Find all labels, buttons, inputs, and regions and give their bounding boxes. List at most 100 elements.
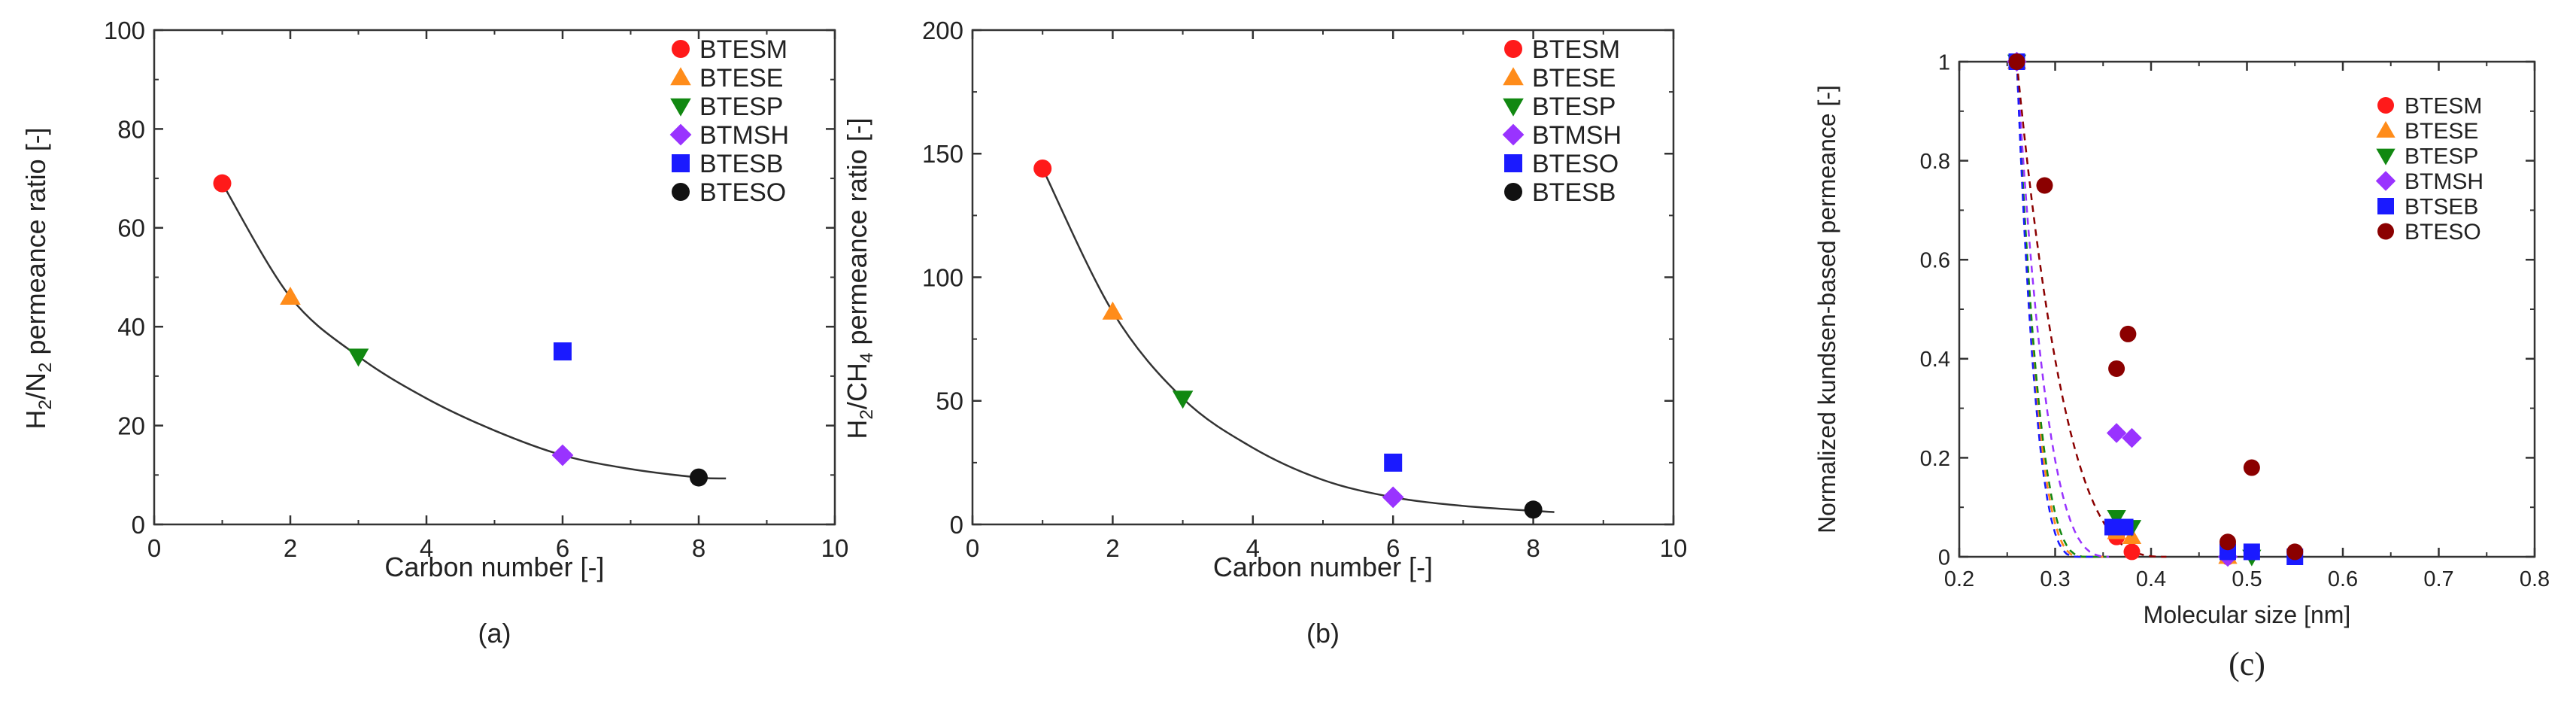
fit-curves (221, 183, 727, 480)
data-point-btseb (2104, 518, 2121, 536)
data-point-bteso (2036, 177, 2053, 194)
legend-marker-btesm (1504, 40, 1522, 58)
y-axis-label-part: permeance ratio [-] (20, 127, 51, 362)
x-tick-label: 8 (1526, 534, 1540, 562)
legend-label-btmsh: BTMSH (699, 121, 789, 150)
x-tick-label: 0 (147, 534, 161, 562)
x-tick-label: 6 (556, 534, 569, 562)
legend-label-btese: BTESE (2405, 119, 2478, 144)
fit-curve (1042, 168, 1555, 513)
legend-marker-btesp (1503, 98, 1524, 117)
legend-marker-btesm (2377, 97, 2394, 114)
fit-curve-btmsh (2016, 61, 2109, 558)
y-tick-label: 80 (117, 115, 145, 143)
x-tick-label: 0.8 (2520, 567, 2550, 591)
x-tick-label: 4 (420, 534, 433, 562)
data-points (2007, 51, 2304, 567)
legend-marker-btese (2376, 120, 2395, 138)
y-tick-label: 100 (104, 17, 145, 44)
x-tick-label: 0.6 (2328, 567, 2358, 591)
panel-label: (a) (478, 618, 511, 649)
y-tick-label: 60 (117, 214, 145, 242)
data-point-bteso (2108, 360, 2125, 377)
legend-label-btmsh: BTMSH (2405, 169, 2483, 194)
x-tick-label: 0.2 (1944, 567, 1974, 591)
x-tick-label: 8 (692, 534, 705, 562)
data-point-bteso (2119, 325, 2137, 342)
legend-marker-btesb (1504, 183, 1522, 201)
legend-label-btesm: BTESM (1532, 35, 1620, 64)
x-tick-label: 0.5 (2232, 567, 2262, 591)
legend-marker-btese (670, 67, 691, 86)
legend-label-btesp: BTESP (699, 93, 783, 121)
y-tick-label: 100 (922, 263, 963, 291)
fit-curves (2016, 61, 2167, 558)
panel-label: (b) (1306, 618, 1340, 649)
fit-curve (221, 183, 727, 480)
legend-marker-btese (1503, 67, 1524, 86)
legend-label-btesm: BTESM (2405, 93, 2482, 118)
data-point-btese (1102, 301, 1124, 320)
legend-marker-bteso (1504, 154, 1522, 172)
fit-curve-btese (2016, 61, 2104, 558)
x-axis-label: Carbon number [-] (1213, 552, 1433, 582)
data-point-bteso (690, 468, 708, 487)
data-point-btmsh (551, 444, 574, 466)
fit-curves (1042, 168, 1555, 513)
chart-c: 0.2 0.3 0.4 0.5 0.6 0.7 0.800.20.40.60.81Molec… (1813, 50, 2550, 682)
data-point-btmsh (2106, 423, 2127, 443)
data-points (213, 174, 708, 487)
x-tick-label: 0 (966, 534, 979, 562)
x-axis-label: Molecular size [nm] (2144, 601, 2351, 628)
data-point-btseb (2116, 518, 2134, 536)
y-tick-label: 0 (132, 511, 145, 539)
panel-label: (c) (2229, 646, 2265, 682)
y-tick-label: 0.4 (1920, 348, 1950, 372)
data-point-bteso (2286, 543, 2304, 561)
legend-label-btesb: BTESB (1532, 178, 1616, 207)
data-point-btesp (2107, 510, 2126, 527)
y-tick-label: 0.2 (1920, 447, 1950, 471)
y-tick-label: 150 (922, 140, 963, 168)
y-axis-label: H2/CH4 permeance ratio [-] (842, 117, 877, 439)
legend-label-btese: BTESE (699, 64, 783, 93)
legend-marker-bteso (2377, 223, 2394, 240)
x-tick-label: 0.7 (2423, 567, 2453, 591)
y-axis-label-part: /CH (842, 363, 872, 409)
legend-label-btese: BTESE (1532, 64, 1616, 93)
y-axis-label-part: H (20, 410, 51, 430)
data-point-bteso (2219, 533, 2236, 551)
y-axis-label-part: 2 (857, 409, 877, 420)
legend-marker-btesm (672, 40, 690, 58)
y-tick-label: 0.6 (1920, 249, 1950, 273)
y-tick-label: 40 (117, 313, 145, 341)
data-point-btmsh (2122, 427, 2142, 448)
data-point-btesm (1033, 159, 1052, 178)
legend-marker-btmsh (2375, 171, 2396, 191)
x-tick-label: 10 (821, 534, 849, 562)
legend-label-btseb: BTSEB (2405, 194, 2478, 219)
x-axis-label: Carbon number [-] (384, 552, 604, 582)
data-point-bteso (2008, 53, 2025, 70)
data-point-btesb (1524, 500, 1543, 519)
legend-label-btesm: BTESM (699, 35, 787, 64)
legend-marker-btseb (2377, 198, 2394, 214)
y-tick-label: 200 (922, 17, 963, 44)
legend-marker-bteso (672, 183, 690, 201)
legend-marker-btmsh (669, 123, 692, 146)
y-axis-label-part: 2 (35, 400, 56, 410)
y-tick-label: 0.8 (1920, 150, 1950, 174)
fit-curve-bteso (2016, 61, 2167, 558)
data-point-btesm (2123, 543, 2141, 561)
legend-label-btmsh: BTMSH (1532, 121, 1622, 150)
data-point-btesm (213, 174, 232, 193)
data-point-btesp (347, 348, 369, 367)
y-axis-label-part: Normalized kundsen-based permeance [-] (1813, 85, 1840, 533)
y-axis-label-part: /N (20, 372, 51, 400)
